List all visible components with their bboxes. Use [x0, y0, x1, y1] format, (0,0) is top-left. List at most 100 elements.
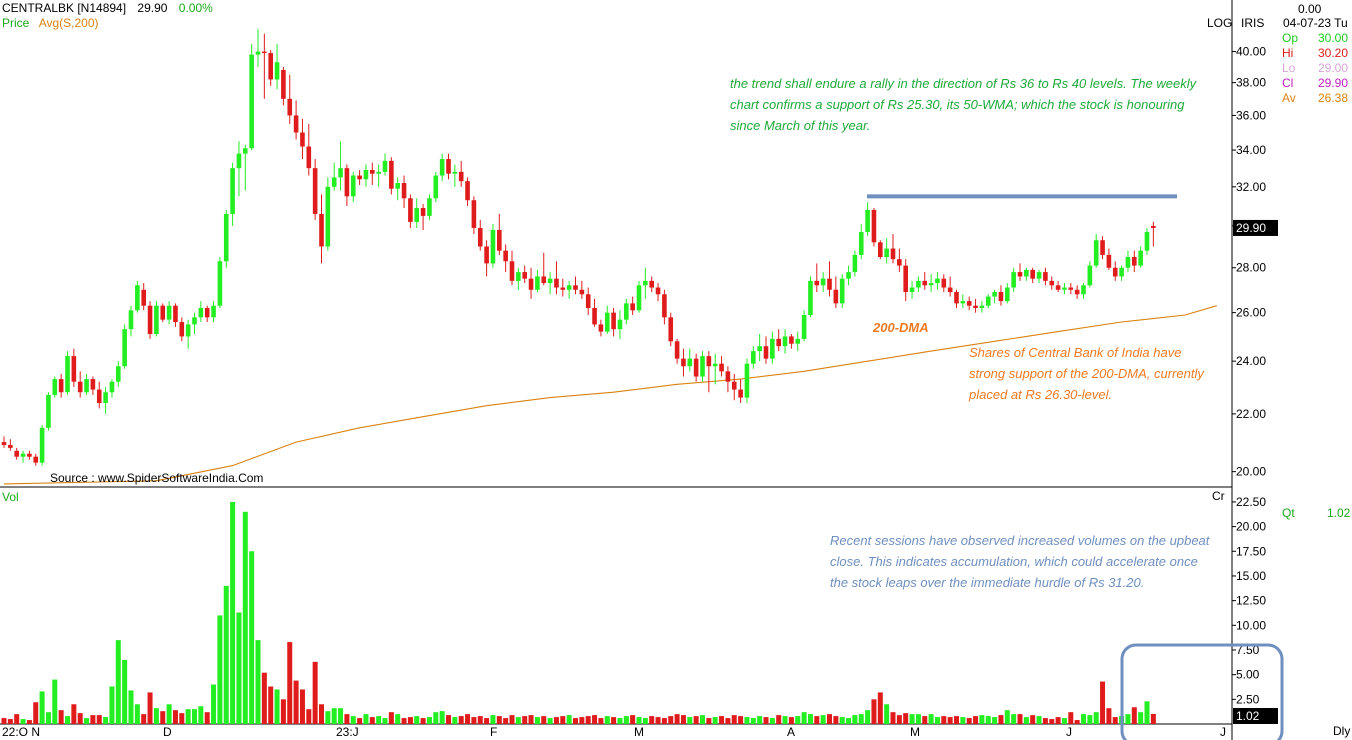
- volume-bar: [382, 718, 388, 724]
- volume-bar: [14, 714, 20, 724]
- candle-body: [922, 280, 928, 286]
- candle-body: [116, 366, 121, 382]
- candle-body: [249, 54, 254, 149]
- volume-bar: [1011, 714, 1017, 724]
- candle-body: [947, 287, 953, 293]
- top-annotation: the trend shall endure a rally in the di…: [730, 76, 1197, 133]
- volume-bar: [814, 716, 820, 724]
- volume-bar: [312, 661, 318, 724]
- volume-bar: [1068, 712, 1074, 724]
- volume-bar: [65, 716, 70, 724]
- candle-body: [389, 160, 394, 189]
- candle-body: [39, 427, 45, 463]
- volume-bar: [236, 612, 242, 724]
- candle-body: [90, 379, 96, 390]
- candle-body: [300, 132, 305, 147]
- candle-body: [27, 453, 32, 457]
- volume-bar: [560, 716, 566, 724]
- candle-body: [770, 338, 775, 359]
- volume-bar: [84, 718, 90, 724]
- volume-bar: [477, 716, 483, 724]
- qt-value: 1.02: [1327, 506, 1351, 520]
- volume-bar: [26, 720, 32, 724]
- volume-bar: [1, 718, 7, 724]
- candle-body: [909, 287, 915, 293]
- volume-tick-label: 10.00: [1236, 618, 1266, 632]
- volume-bar: [547, 718, 553, 724]
- volume-bar: [249, 551, 255, 724]
- candle-body: [992, 292, 997, 297]
- volume-tick-label: 2.50: [1236, 692, 1260, 706]
- candle-body: [979, 305, 985, 309]
- candle-body: [674, 341, 680, 359]
- volume-bar: [325, 711, 331, 724]
- volume-bar: [1036, 716, 1042, 724]
- candle-body: [998, 292, 1004, 302]
- volume-bar: [1087, 715, 1093, 724]
- x-tick-label: J: [1220, 725, 1226, 739]
- log-scale-label[interactable]: LOG: [1207, 16, 1233, 30]
- dly-label[interactable]: Dly: [1333, 724, 1351, 738]
- volume-bar: [636, 717, 642, 724]
- volume-bar: [503, 718, 509, 724]
- candle-body: [801, 314, 807, 339]
- candle-body: [541, 276, 547, 284]
- volume-bar: [7, 719, 13, 724]
- volume-bar: [858, 714, 864, 724]
- price-tick-label: 32.00: [1236, 180, 1266, 194]
- legend-bar: Price Avg(S,200): [2, 16, 99, 30]
- candle-body: [681, 358, 686, 367]
- candle-body: [573, 285, 578, 290]
- volume-bar: [1049, 719, 1055, 724]
- candle-body: [217, 261, 223, 306]
- price-tick-label: 28.00: [1236, 261, 1266, 275]
- candle-body: [833, 289, 839, 304]
- volume-bar: [39, 691, 45, 724]
- candle-body: [293, 115, 299, 133]
- candle-body: [1043, 272, 1048, 281]
- volume-bar: [712, 717, 718, 724]
- volume-bar: [211, 684, 217, 724]
- candle-body: [1011, 272, 1016, 288]
- volume-bar: [369, 717, 375, 724]
- volume-bar: [280, 699, 286, 724]
- ma-200-line: [3, 305, 1217, 485]
- candle-body: [427, 198, 432, 216]
- iris-label[interactable]: IRIS: [1241, 16, 1265, 30]
- candle-body: [173, 305, 178, 323]
- volume-bar: [941, 716, 947, 724]
- volume-bar: [1023, 717, 1029, 724]
- candle-body: [1151, 225, 1156, 228]
- volume-bar: [433, 712, 439, 724]
- volume-bar: [96, 715, 102, 724]
- candle-body: [636, 285, 642, 311]
- volume-bar: [865, 710, 871, 724]
- volume-highlight-box: [1120, 643, 1284, 740]
- candle-body: [58, 379, 64, 393]
- volume-bar: [1004, 710, 1010, 724]
- last-price-tag: [1233, 219, 1278, 236]
- volume-bar: [496, 716, 502, 724]
- volume-bar: [1030, 715, 1036, 724]
- candle-body: [592, 308, 597, 325]
- volume-bar: [592, 715, 598, 724]
- candle-body: [693, 358, 699, 377]
- candle-body: [1144, 232, 1150, 251]
- volume-bar: [204, 712, 210, 724]
- candle-body: [585, 294, 591, 309]
- volume-bar: [45, 712, 51, 724]
- candle-body: [96, 389, 102, 403]
- candle-body: [1087, 265, 1093, 286]
- volume-bar: [439, 711, 445, 724]
- volume-bar: [1131, 707, 1137, 724]
- volume-bar: [115, 640, 121, 724]
- candle-body: [1, 442, 7, 445]
- candle-body: [941, 278, 947, 288]
- candle-body: [827, 278, 832, 290]
- candle-body: [566, 285, 572, 290]
- candle-body: [319, 213, 324, 247]
- candle-body: [420, 208, 426, 216]
- volume-bar: [160, 711, 166, 724]
- volume-bar: [1106, 708, 1112, 724]
